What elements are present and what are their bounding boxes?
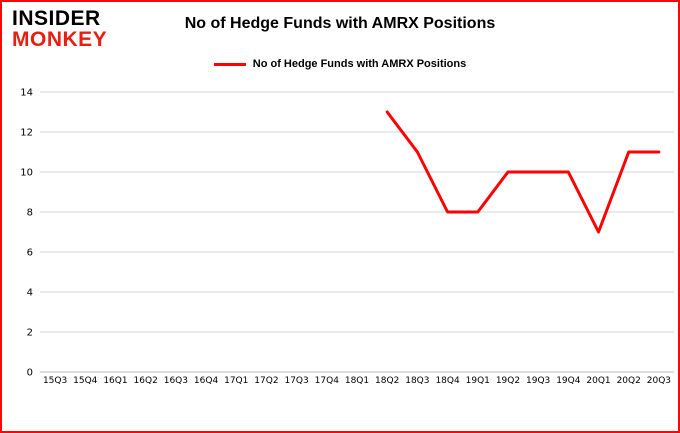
logo-insider-text: INSIDER <box>12 7 101 30</box>
svg-text:8: 8 <box>27 208 33 219</box>
svg-text:20Q3: 20Q3 <box>647 376 671 386</box>
svg-text:19Q1: 19Q1 <box>466 376 490 386</box>
svg-text:20Q1: 20Q1 <box>586 376 610 386</box>
svg-text:19Q4: 19Q4 <box>556 376 581 386</box>
svg-text:14: 14 <box>20 88 33 99</box>
svg-text:4: 4 <box>27 288 33 299</box>
chart-legend: No of Hedge Funds with AMRX Positions <box>2 58 678 70</box>
svg-text:6: 6 <box>27 248 33 259</box>
svg-text:17Q4: 17Q4 <box>315 376 340 386</box>
svg-text:17Q1: 17Q1 <box>224 376 248 386</box>
svg-text:18Q4: 18Q4 <box>435 376 460 386</box>
svg-text:15Q4: 15Q4 <box>73 376 98 386</box>
insider-monkey-logo: INSIDER MONKEY <box>12 7 108 51</box>
svg-text:16Q4: 16Q4 <box>194 376 219 386</box>
legend-line-swatch <box>213 62 246 66</box>
legend-label: No of Hedge Funds with AMRX Positions <box>252 58 467 70</box>
svg-text:19Q2: 19Q2 <box>496 376 520 386</box>
svg-text:18Q2: 18Q2 <box>375 376 399 386</box>
svg-text:18Q3: 18Q3 <box>405 376 429 386</box>
logo-monkey-text: MONKEY <box>12 27 108 51</box>
svg-text:0: 0 <box>27 368 33 379</box>
svg-text:12: 12 <box>20 128 33 139</box>
svg-text:16Q1: 16Q1 <box>103 376 127 386</box>
svg-text:17Q3: 17Q3 <box>284 376 308 386</box>
svg-text:19Q3: 19Q3 <box>526 376 550 386</box>
svg-text:2: 2 <box>27 328 33 339</box>
svg-text:17Q2: 17Q2 <box>254 376 278 386</box>
svg-text:16Q3: 16Q3 <box>164 376 188 386</box>
svg-text:16Q2: 16Q2 <box>134 376 158 386</box>
svg-text:20Q2: 20Q2 <box>617 376 641 386</box>
svg-text:10: 10 <box>20 168 33 179</box>
chart-title: No of Hedge Funds with AMRX Positions <box>184 15 496 32</box>
svg-text:15Q3: 15Q3 <box>43 376 67 386</box>
svg-text:18Q1: 18Q1 <box>345 376 369 386</box>
